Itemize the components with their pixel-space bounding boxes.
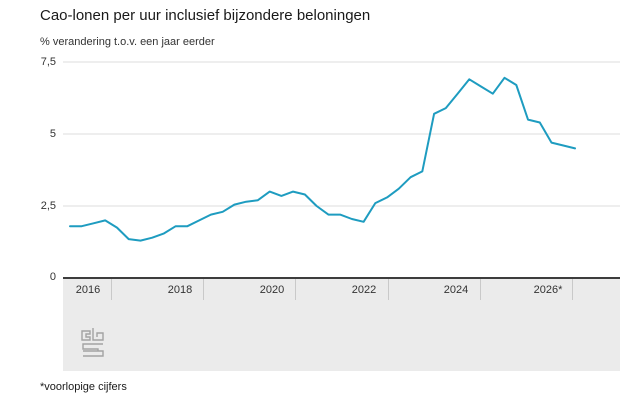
x-axis-tick-label: 2020: [259, 284, 285, 296]
x-axis-tick-label: 2022: [351, 284, 377, 296]
x-axis-tick: [203, 279, 204, 300]
cbs-logo-c: [81, 330, 91, 341]
x-axis-tick: [480, 279, 481, 300]
y-axis-tick-label: 7,5: [40, 56, 56, 68]
x-axis-tick-label: 2016: [75, 284, 101, 296]
cbs-logo-s: [82, 343, 104, 357]
wage-series-line: [69, 76, 576, 242]
x-axis-tick: [572, 279, 573, 300]
x-axis-tick-label: 2026*: [533, 284, 563, 296]
cbs-logo: [81, 328, 104, 357]
y-axis-tick-label: 2,5: [40, 200, 56, 212]
chart-subtitle: % verandering t.o.v. een jaar eerder: [40, 36, 215, 48]
x-axis-tick-label: 2018: [167, 284, 193, 296]
x-axis-tick: [388, 279, 389, 300]
footnote: *voorlopige cijfers: [40, 381, 127, 393]
y-axis-tick-label: 0: [49, 271, 56, 283]
x-axis-tick: [111, 279, 112, 300]
x-axis-tick-label: 2024: [443, 284, 469, 296]
y-axis-tick-label: 5: [49, 128, 56, 140]
cbs-logo-b: [92, 328, 104, 341]
x-axis-tick: [295, 279, 296, 300]
x-axis-band: [63, 279, 620, 371]
chart-title: Cao-lonen per uur inclusief bijzondere b…: [40, 7, 371, 24]
